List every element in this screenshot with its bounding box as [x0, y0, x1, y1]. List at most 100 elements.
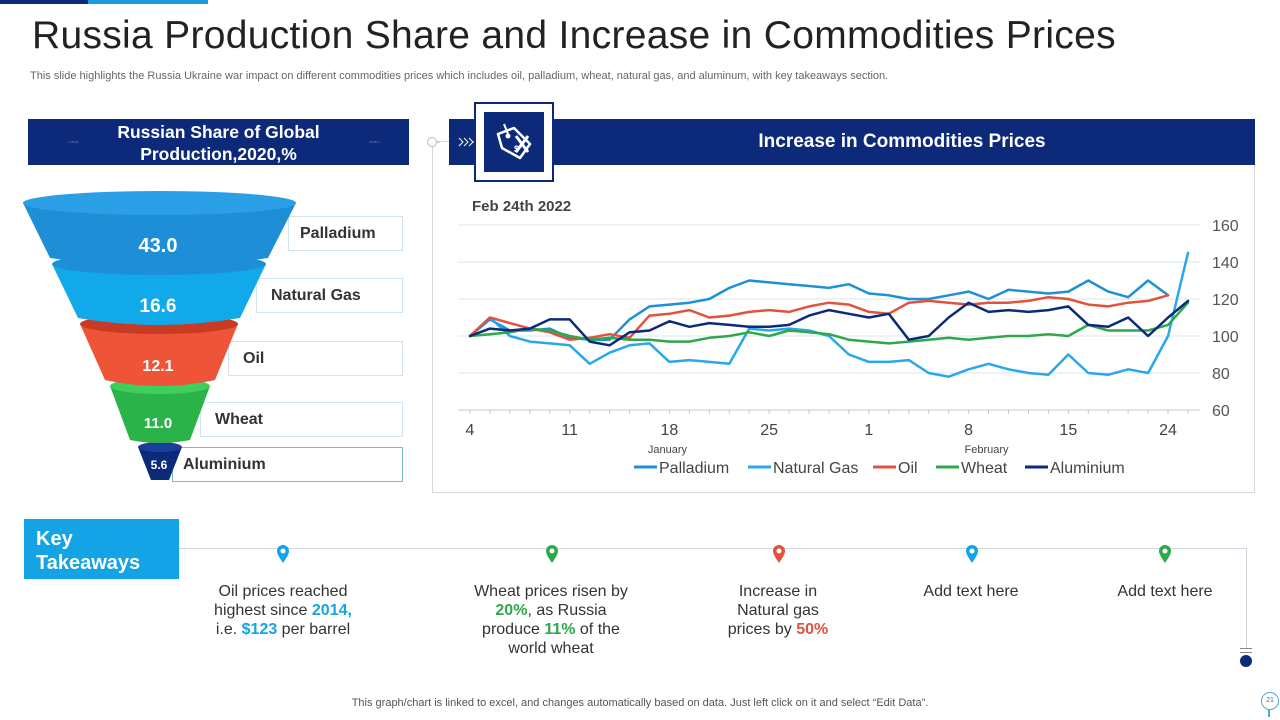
y-tick-label: 140 — [1212, 255, 1239, 272]
map-pin-icon — [966, 545, 978, 563]
x-tick-label: 18 — [661, 422, 679, 439]
funnel-segment-palladium — [23, 203, 296, 266]
funnel-label-wheat: Wheat — [200, 402, 403, 437]
y-tick-label: 160 — [1212, 218, 1239, 235]
map-pin-icon — [546, 545, 558, 563]
price-tag-icon: $ — [496, 123, 532, 160]
x-tick-label: 11 — [561, 422, 578, 439]
footer-note: This graph/chart is linked to excel, and… — [351, 697, 929, 709]
takeaway-highlight-year: 2014 — [311, 602, 348, 619]
slide-subtitle: This slide highlights the Russia Ukraine… — [30, 70, 889, 82]
y-tick-label: 60 — [1212, 403, 1230, 420]
legend-label: Oil — [898, 460, 918, 477]
takeaways-timeline-end — [1246, 548, 1247, 648]
series-line-wheat — [468, 301, 1190, 345]
takeaway-text: highest since — [214, 602, 312, 619]
funnel-segment-wheat — [110, 386, 210, 443]
takeaway-text: prices by — [727, 621, 797, 638]
chart-header: Increase in Commodities Prices — [449, 119, 1255, 165]
takeaway-wheat: Wheat prices risen by 20%, as Russia pro… — [461, 582, 641, 658]
takeaway-oil-line1: Oil prices reached — [218, 583, 348, 600]
takeaway-wheat-line2: 20%, as Russia — [461, 601, 641, 620]
y-tick-label: 120 — [1212, 292, 1239, 309]
takeaway-gas-line1: Increase in — [738, 583, 818, 600]
takeaway-oil-line2: highest since 2014, — [193, 601, 373, 620]
x-tick-label: 4 — [466, 422, 475, 439]
funnel-value-palladium: 43.0 — [138, 235, 178, 257]
takeaway-highlight-share: 11% — [544, 621, 576, 638]
series-line-palladium — [468, 279, 1170, 341]
series-line-natural-gas — [468, 251, 1190, 378]
timeline-end-marker — [1240, 648, 1252, 653]
top-accent-bar-dark — [0, 0, 88, 4]
takeaway-text: per barrel — [277, 621, 351, 638]
takeaway-comma: , — [347, 602, 352, 619]
takeaway-natural-gas: Increase in Natural gas prices by 50% — [688, 582, 868, 639]
chart-date-label: Feb 24th 2022 — [472, 198, 572, 215]
key-takeaways-title-line2: Takeaways — [36, 552, 141, 574]
takeaway-wheat-line3: produce 11% of the — [461, 620, 641, 639]
chart-grid — [458, 224, 1200, 374]
takeaway-gas-line2: Natural gas — [737, 602, 819, 619]
funnel-label-aluminium: Aluminium — [172, 447, 403, 482]
legend-label: Aluminium — [1050, 460, 1125, 477]
funnel-header-line1: Russian Share of Global — [117, 122, 320, 142]
x-tick-label: 1 — [864, 422, 873, 439]
map-pin-icon — [773, 545, 785, 563]
chart-title: Increase in Commodities Prices — [758, 131, 1046, 152]
page-number: 21 — [1261, 692, 1279, 710]
funnel-segment-aluminium — [138, 447, 182, 480]
takeaway-wheat-line4: world wheat — [508, 640, 594, 657]
left-arrow-decoration-icon — [68, 141, 79, 143]
takeaway-highlight-price: $123 — [241, 621, 278, 638]
y-tick-label: 100 — [1212, 329, 1239, 346]
funnel-graphic — [23, 191, 296, 480]
takeaway-highlight-percent: 50% — [796, 621, 829, 638]
slide-title: Russia Production Share and Increase in … — [32, 14, 1116, 57]
funnel-value-wheat: 11.0 — [143, 415, 173, 432]
x-tick-label: 25 — [760, 422, 778, 439]
funnel-value-aluminium: 5.6 — [150, 458, 168, 472]
price-tag-icon-box: $ — [474, 102, 554, 182]
x-tick-label: 24 — [1159, 422, 1177, 439]
key-takeaways-title: Key Takeaways — [24, 519, 179, 579]
funnel-segment-natural-gas — [52, 264, 266, 325]
takeaway-text: produce — [482, 621, 545, 638]
legend-label: Wheat — [961, 460, 1008, 477]
timeline-end-dot — [1240, 655, 1252, 667]
funnel-header-line2: Production,2020,% — [140, 144, 297, 164]
funnel-segment-oil — [80, 324, 238, 386]
funnel-cap-palladium — [23, 191, 296, 215]
page-number-stem — [1268, 709, 1270, 717]
chart-series — [468, 251, 1190, 378]
funnel-label-natural-gas: Natural Gas — [256, 278, 403, 313]
x-tick-label: 8 — [964, 422, 973, 439]
funnel-label-oil: Oil — [228, 341, 403, 376]
funnel-label-palladium: Palladium — [288, 216, 403, 251]
takeaway-placeholder-1: Add text here — [923, 583, 1019, 600]
funnel-cap-aluminium — [138, 442, 182, 452]
takeaway-oil-line3: i.e. $123 per barrel — [193, 620, 373, 639]
funnel-value-natural-gas: 16.6 — [139, 296, 177, 317]
series-line-aluminium — [468, 299, 1190, 347]
takeaway-wheat-line1: Wheat prices risen by — [474, 583, 628, 600]
key-takeaways-title-line1: Key — [36, 528, 73, 550]
takeaway-gas-line3: prices by 50% — [688, 620, 868, 639]
legend-label: Palladium — [659, 460, 729, 477]
x-month-label: February — [965, 444, 1010, 456]
chart-legend: Palladium Natural Gas Oil Wheat Aluminium — [634, 460, 1125, 477]
right-arrow-decoration-icon — [369, 141, 380, 143]
map-pin-icon — [1159, 545, 1171, 563]
x-month-label: January — [648, 444, 688, 456]
price-tag-icon-background: $ — [484, 112, 544, 172]
takeaways-timeline — [179, 548, 1246, 549]
funnel-header: Russian Share of Global Production,2020,… — [28, 119, 409, 165]
funnel-value-oil: 12.1 — [142, 358, 174, 375]
legend-label: Natural Gas — [773, 460, 858, 477]
takeaway-oil: Oil prices reached highest since 2014, i… — [193, 582, 373, 639]
takeaway-text: i.e. — [215, 621, 242, 638]
takeaway-text: , as Russia — [527, 602, 607, 619]
chart-panel-connector-icon — [427, 137, 440, 147]
